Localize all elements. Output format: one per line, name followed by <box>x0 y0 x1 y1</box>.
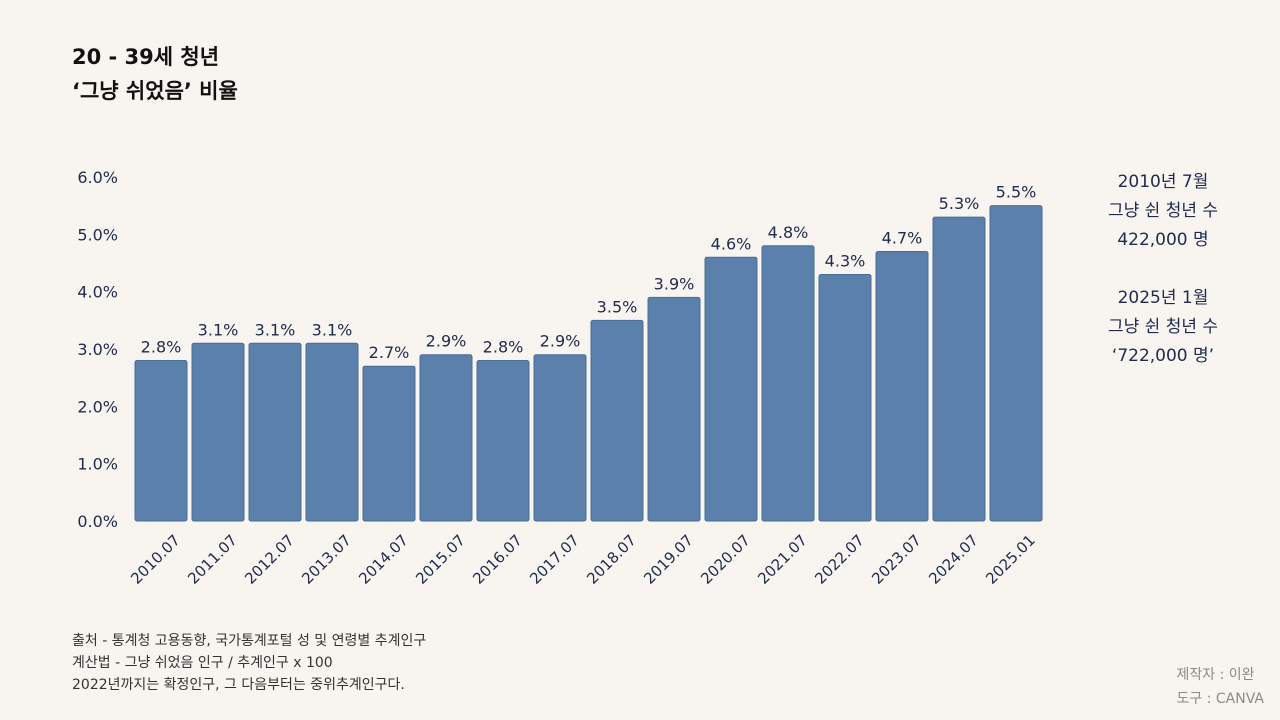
bar <box>362 365 416 522</box>
y-tick-label: 1.0% <box>77 455 118 474</box>
side-note-count: ‘722,000 명’ <box>1111 346 1215 366</box>
population-note-line: 2022년까지는 확정인구, 그 다음부터는 중위추계인구다. <box>72 677 405 693</box>
x-tick-label: 2023.07 <box>868 531 925 588</box>
bar <box>704 256 758 522</box>
data-label: 5.3% <box>939 194 980 213</box>
title-line-2: ‘그냥 쉬었음’ 비율 <box>72 79 238 103</box>
bar <box>191 342 245 522</box>
source-line: 출처 - 통계청 고용동향, 국가통계포털 성 및 연령별 추계인구 <box>72 633 427 649</box>
data-label: 3.9% <box>654 274 695 293</box>
bar <box>590 319 644 522</box>
method-line: 계산법 - 그냥 쉬었음 인구 / 추계인구 x 100 <box>72 655 333 671</box>
x-tick-label: 2014.07 <box>355 531 412 588</box>
side-note-date: 2025년 1월 <box>1117 288 1209 308</box>
y-tick-label: 5.0% <box>77 225 118 244</box>
x-tick-label: 2022.07 <box>811 531 868 588</box>
x-tick-label: 2015.07 <box>412 531 469 588</box>
bar <box>248 342 302 522</box>
source-notes: 출처 - 통계청 고용동향, 국가통계포털 성 및 연령별 추계인구 계산법 -… <box>72 630 426 696</box>
side-note-block-2025: 2025년 1월 그냥 쉰 청년 수 ‘722,000 명’ <box>1098 284 1228 371</box>
bar <box>761 245 815 522</box>
x-tick-label: 2011.07 <box>184 531 241 588</box>
x-tick-label: 2018.07 <box>583 531 640 588</box>
x-tick-label: 2012.07 <box>241 531 298 588</box>
x-tick-label: 2019.07 <box>640 531 697 588</box>
data-label: 3.1% <box>312 320 353 339</box>
data-label: 2.9% <box>540 332 581 351</box>
data-label: 3.1% <box>198 320 239 339</box>
data-label: 5.5% <box>996 183 1037 202</box>
data-label: 2.8% <box>141 337 182 356</box>
bar <box>476 359 530 522</box>
y-tick-label: 0.0% <box>77 512 118 531</box>
data-label: 2.8% <box>483 337 524 356</box>
side-note-count: 422,000 명 <box>1117 230 1209 250</box>
data-label: 4.7% <box>882 229 923 248</box>
y-tick-label: 3.0% <box>77 340 118 359</box>
data-label: 4.6% <box>711 234 752 253</box>
data-label: 4.8% <box>768 223 809 242</box>
credits: 제작자 : 이완 도구 : CANVA <box>1177 663 1264 711</box>
title-line-1: 20 - 39세 청년 <box>72 45 220 69</box>
x-tick-label: 2013.07 <box>298 531 355 588</box>
bar <box>932 216 986 522</box>
y-tick-label: 2.0% <box>77 397 118 416</box>
bar <box>419 354 473 522</box>
side-note-caption: 그냥 쉰 청년 수 <box>1107 317 1219 337</box>
bar <box>875 251 929 522</box>
bar <box>989 205 1043 522</box>
tool-credit: 도구 : CANVA <box>1176 691 1264 707</box>
y-tick-label: 6.0% <box>77 168 118 187</box>
x-tick-label: 2024.07 <box>925 531 982 588</box>
bar <box>305 342 359 522</box>
x-tick-label: 2016.07 <box>469 531 526 588</box>
bar <box>818 273 872 522</box>
side-note-block-2010: 2010년 7월 그냥 쉰 청년 수 422,000 명 <box>1098 168 1228 255</box>
y-tick-label: 4.0% <box>77 283 118 302</box>
x-tick-label: 2020.07 <box>697 531 754 588</box>
x-tick-label: 2021.07 <box>754 531 811 588</box>
data-label: 4.3% <box>825 251 866 270</box>
x-tick-label: 2025.01 <box>982 531 1039 588</box>
side-note: 2010년 7월 그냥 쉰 청년 수 422,000 명 2025년 1월 그냥… <box>1098 168 1228 371</box>
bar <box>647 296 701 522</box>
bar <box>533 354 587 522</box>
bar <box>134 359 188 522</box>
data-label: 3.1% <box>255 320 296 339</box>
maker-credit: 제작자 : 이완 <box>1176 667 1255 683</box>
data-label: 3.5% <box>597 297 638 316</box>
data-label: 2.7% <box>369 343 410 362</box>
side-note-date: 2010년 7월 <box>1117 172 1209 192</box>
x-tick-label: 2017.07 <box>526 531 583 588</box>
chart-title: 20 - 39세 청년 ‘그냥 쉬었음’ 비율 <box>72 40 238 108</box>
data-label: 2.9% <box>426 332 467 351</box>
x-tick-label: 2010.07 <box>127 531 184 588</box>
side-note-caption: 그냥 쉰 청년 수 <box>1107 201 1219 221</box>
